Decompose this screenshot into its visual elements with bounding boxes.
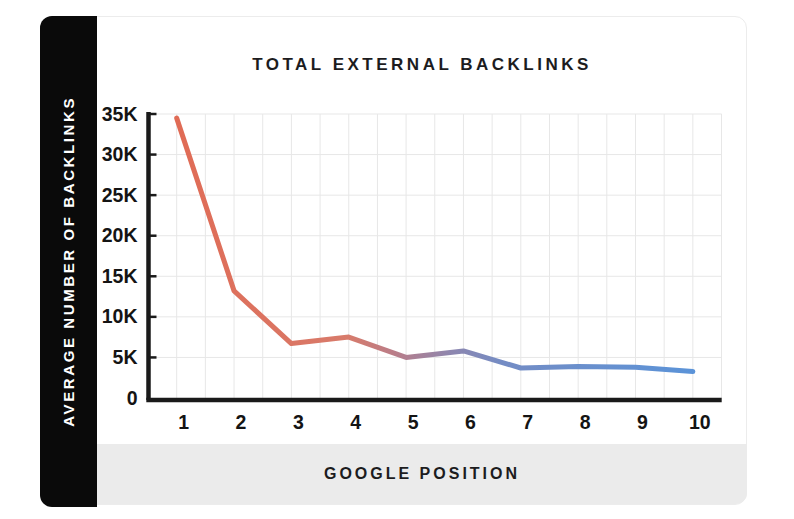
x-tick-label: 9 [637, 411, 648, 433]
y-axis-title: AVERAGE NUMBER OF BACKLINKS [60, 96, 77, 427]
y-tick-label: 35K [102, 103, 138, 125]
line-chart: 0 5K 10K 15K 20K 25K 30K 35K 1 2 3 4 5 6 7 8 9 10 [97, 17, 747, 446]
plot-region: TOTAL EXTERNAL BACKLINKS 05K10K15K20K25K… [97, 17, 747, 504]
chart-card: AVERAGE NUMBER OF BACKLINKS TOTAL EXTERN… [40, 16, 747, 505]
y-tick-label: 15K [102, 265, 138, 287]
y-tick-label: 25K [102, 184, 138, 206]
x-axis-title-bar: GOOGLE POSITION [97, 444, 747, 504]
x-tick-label: 6 [465, 411, 476, 433]
x-tick-label: 4 [350, 411, 361, 433]
x-axis-title: GOOGLE POSITION [324, 465, 520, 483]
y-tick-label: 30K [102, 143, 138, 165]
y-tick-label: 10K [102, 305, 138, 327]
y-tick-label: 20K [102, 224, 138, 246]
y-tick-label: 0 [127, 387, 138, 409]
x-tick-label: 8 [580, 411, 591, 433]
y-axis-title-bar: AVERAGE NUMBER OF BACKLINKS [40, 16, 97, 507]
x-tick-label: 7 [522, 411, 533, 433]
x-tick-label: 2 [236, 411, 247, 433]
x-tick-label: 3 [293, 411, 304, 433]
y-tick-label: 5K [113, 346, 138, 368]
x-tick-label: 5 [408, 411, 419, 433]
x-tick-label: 10 [689, 411, 711, 433]
x-tick-label: 1 [178, 411, 189, 433]
